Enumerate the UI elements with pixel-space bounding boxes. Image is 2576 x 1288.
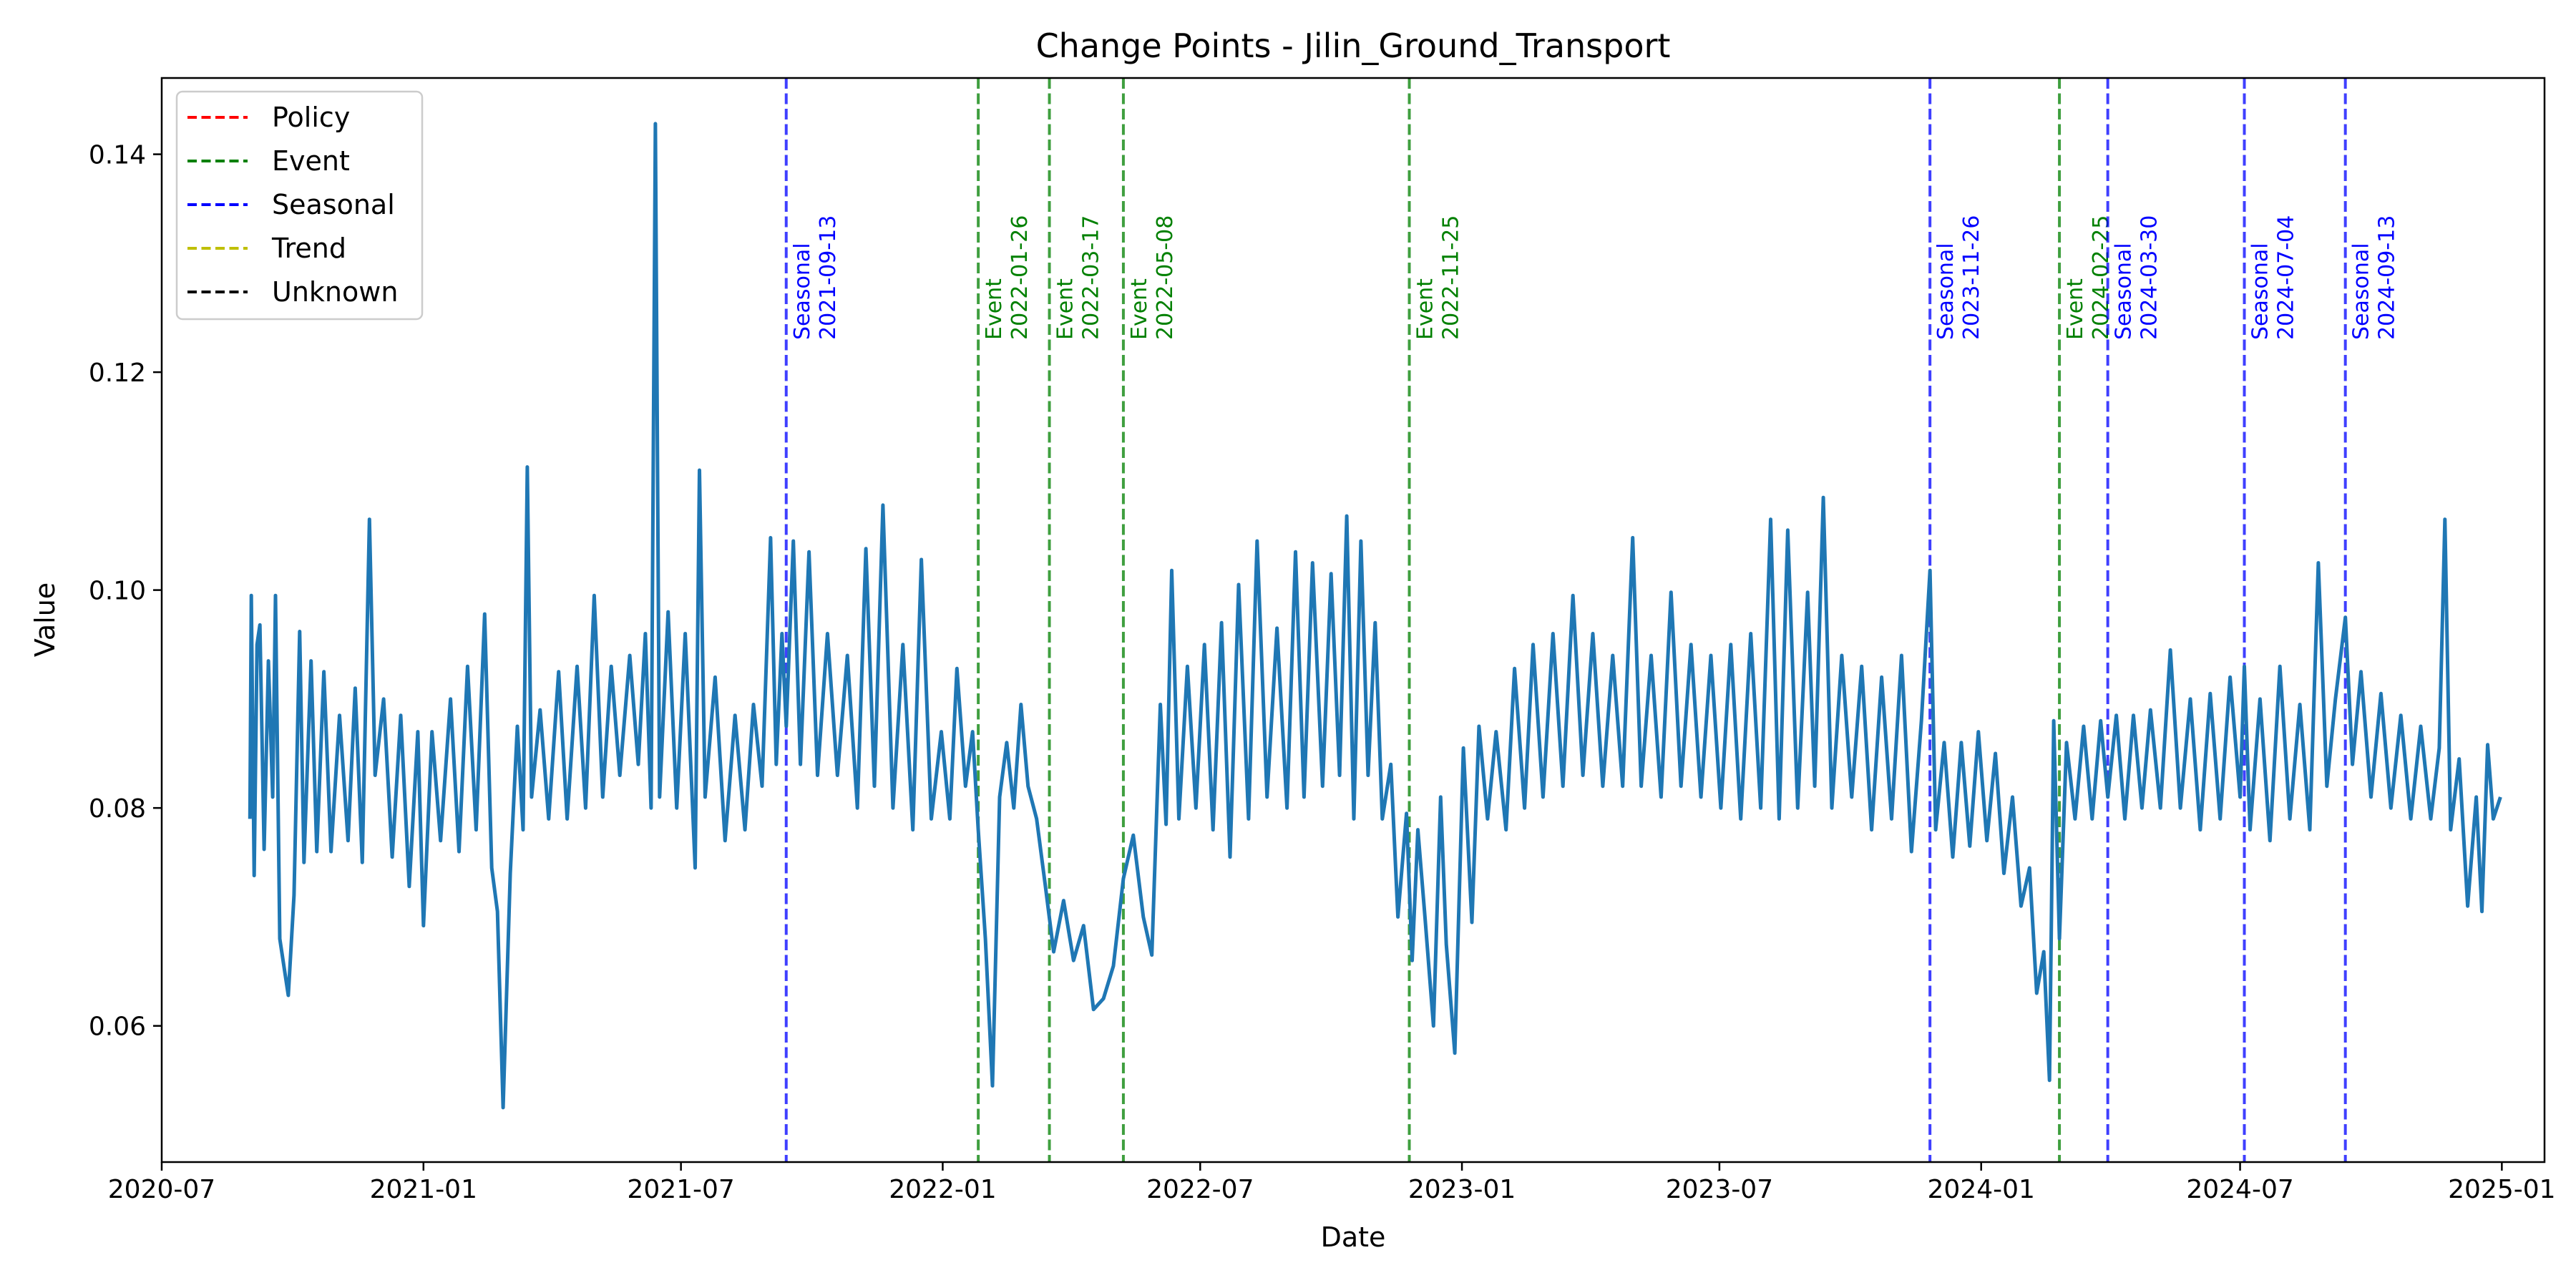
change-point-date: 2022-05-08: [1153, 215, 1178, 340]
x-tick-label: 2021-07: [627, 1175, 734, 1204]
change-point-date: 2024-02-25: [2089, 215, 2114, 340]
legend-label: Seasonal: [272, 189, 395, 220]
y-tick-label: 0.06: [89, 1013, 146, 1042]
change-point-date: 2021-09-13: [816, 215, 841, 340]
legend: Policy Event Seasonal Trend Unknown: [175, 90, 424, 321]
series-layer: [248, 122, 2502, 1110]
change-point-date: 2023-11-26: [1959, 215, 1984, 340]
change-point-label: Event 2022-11-25: [1413, 215, 1464, 340]
legend-box: [175, 90, 424, 321]
x-tick-label: 2023-07: [1666, 1175, 1773, 1204]
change-point-date: 2024-09-13: [2375, 215, 2400, 340]
legend-label: Event: [272, 145, 350, 177]
change-point-date: 2024-07-04: [2274, 215, 2299, 340]
change-point-date: 2024-03-30: [2137, 215, 2162, 340]
change-point-type: Seasonal: [790, 243, 815, 340]
change-point-type: Seasonal: [2349, 243, 2374, 340]
y-tick-label: 0.10: [89, 577, 146, 606]
x-axis: 2020-07 2021-01 2021-07 2022-01 2022-07 2023-…: [108, 1162, 2556, 1204]
x-tick-label: 2020-07: [108, 1175, 215, 1204]
change-point-type: Seasonal: [1933, 243, 1958, 340]
change-point-type: Event: [2063, 278, 2088, 340]
x-axis-label: Date: [1321, 1221, 1386, 1253]
change-point-label: Seasonal 2024-07-04: [2248, 215, 2299, 340]
change-point-label: Event 2024-02-25: [2063, 215, 2114, 340]
plot-area: Seasonal 2021-09-13 Event 2022-01-26 Event 20…: [160, 77, 2546, 1163]
change-point-label: Seasonal 2024-03-30: [2112, 215, 2162, 340]
y-axis-label: Value: [29, 582, 61, 657]
x-tick-label: 2025-01: [2448, 1175, 2555, 1204]
change-point-label: Seasonal 2023-11-26: [1933, 215, 1984, 340]
change-point-date: 2022-01-26: [1008, 215, 1033, 340]
x-tick-label: 2024-01: [1928, 1175, 2035, 1204]
change-point-label: Event 2022-05-08: [1127, 215, 1178, 340]
change-point-type: Seasonal: [2112, 243, 2137, 340]
legend-label: Policy: [272, 102, 350, 133]
x-tick-label: 2021-01: [370, 1175, 477, 1204]
legend-label: Unknown: [272, 276, 398, 308]
change-point-date: 2022-03-17: [1079, 215, 1104, 340]
change-point-date: 2022-11-25: [1439, 215, 1464, 340]
y-axis: 0.06 0.08 0.10 0.12 0.14: [89, 141, 162, 1042]
change-point-type: Seasonal: [2248, 243, 2273, 340]
y-tick-label: 0.12: [89, 358, 146, 388]
change-point-label: Seasonal 2021-09-13: [790, 215, 841, 340]
change-point-type: Event: [1127, 278, 1152, 340]
change-point-label: Seasonal 2024-09-13: [2349, 215, 2400, 340]
change-point-label: Event 2022-03-17: [1053, 215, 1104, 340]
legend-label: Trend: [271, 233, 346, 264]
change-point-label: Event 2022-01-26: [982, 215, 1033, 340]
change-point-type: Event: [1053, 278, 1078, 340]
change-point-type: Event: [1413, 278, 1438, 340]
y-tick-label: 0.08: [89, 794, 146, 824]
change-point-type: Event: [982, 278, 1007, 340]
chart-title: Change Points - Jilin_Ground_Transport: [1036, 26, 1671, 65]
x-tick-label: 2024-07: [2186, 1175, 2293, 1204]
y-tick-label: 0.14: [89, 141, 146, 170]
series-line: [248, 122, 2502, 1110]
x-tick-label: 2023-01: [1408, 1175, 1516, 1204]
axes-frame: [160, 77, 2546, 1163]
x-tick-label: 2022-01: [889, 1175, 996, 1204]
x-tick-label: 2022-07: [1146, 1175, 1254, 1204]
